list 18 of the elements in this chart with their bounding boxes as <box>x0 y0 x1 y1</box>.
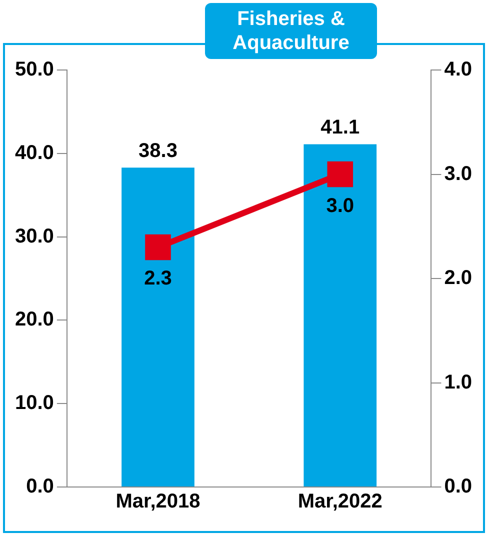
y-tick-label: 20.0 <box>14 308 54 331</box>
data-label: 3.0 <box>326 194 354 217</box>
y2-tick-label: 3.0 <box>444 162 472 185</box>
data-label: 38.3 <box>138 140 178 162</box>
x-tick-label: Mar,2018 <box>116 490 200 513</box>
y-tick-label: 10.0 <box>14 392 54 414</box>
y-tick-label: 30.0 <box>14 225 54 248</box>
chart-title: Fisheries & Aquaculture <box>205 3 377 59</box>
y2-tick-label: 2.0 <box>444 267 472 290</box>
y2-tick-label: 4.0 <box>444 58 472 81</box>
y2-tick-label: 1.0 <box>444 371 472 394</box>
y-tick-label: 50.0 <box>14 58 54 81</box>
y2-tick-label: 0.0 <box>444 476 472 498</box>
data-label: 2.3 <box>144 268 172 290</box>
data-label: 41.1 <box>320 116 360 139</box>
x-tick-label: Mar,2022 <box>298 490 382 513</box>
y-tick-label: 0.0 <box>26 476 54 498</box>
y-tick-label: 40.0 <box>14 142 54 164</box>
